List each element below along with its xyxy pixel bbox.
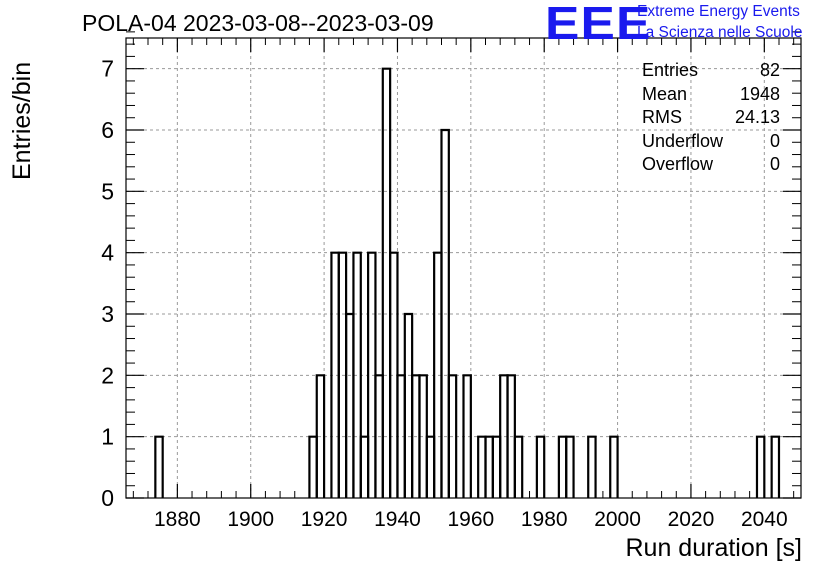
y-tick-label: 5 (101, 178, 114, 204)
y-tick-label: 4 (101, 240, 114, 266)
tick-labels-layer: 1880 1900 1920 1940 1960 1980 2000 2020 2040 0 1 2 3… (101, 56, 787, 531)
x-tick-label: 1900 (227, 508, 274, 531)
stat-mean: Mean 1948 (642, 83, 780, 107)
histogram-bin (308, 435, 318, 498)
x-tick-label: 1980 (521, 508, 568, 531)
y-axis-label: Entries/bin (8, 61, 36, 180)
x-tick-label: 1940 (374, 508, 421, 531)
histogram-bin (587, 435, 597, 498)
stat-rms-value: 24.13 (734, 107, 780, 127)
y-tick-label: 0 (101, 485, 114, 511)
stat-entries-value: 82 (759, 60, 780, 80)
histogram-bin (484, 435, 494, 498)
stat-rms-label: RMS (642, 107, 682, 127)
x-tick-label: 2000 (594, 508, 641, 531)
stat-underflow-value: 0 (769, 130, 780, 151)
histogram-bin (447, 374, 458, 498)
histogram-bin (315, 374, 326, 498)
histogram-bin (359, 435, 370, 498)
eee-logo: EEE (545, 0, 652, 49)
histogram-bin (513, 435, 524, 498)
y-tick-label: 3 (101, 301, 114, 327)
chart-title: POLA-04 2023-03-08--2023-03-09 (82, 10, 434, 36)
stat-underflow-label: Underflow (642, 130, 724, 151)
y-tick-label: 6 (101, 117, 114, 143)
histogram-bin (462, 374, 472, 498)
stat-entries: Entries 82 (642, 59, 780, 83)
ticks-layer (126, 31, 801, 499)
histogram-bin (425, 435, 436, 498)
stat-underflow: Underflow 0 (642, 130, 780, 154)
histogram-bin (381, 67, 392, 498)
histogram-bin (440, 128, 450, 498)
stat-mean-value: 1948 (739, 83, 780, 104)
histogram-layer (154, 67, 781, 498)
stat-entries-label: Entries (642, 60, 699, 80)
histogram-bin (535, 435, 546, 498)
stat-overflow-value: 0 (769, 154, 780, 174)
x-tick-label: 1960 (447, 508, 494, 531)
logo-caption-line2: La Scienza nelle Scuole (637, 24, 803, 41)
plot-frame (125, 37, 802, 499)
histogram-bin (477, 435, 487, 498)
stat-overflow-label: Overflow (642, 154, 714, 174)
histogram-bin (557, 435, 568, 498)
histogram-bin (491, 435, 502, 498)
histogram-bin (154, 435, 164, 498)
stat-rms: RMS 24.13 (642, 106, 780, 130)
y-tick-label: 7 (101, 56, 114, 82)
histogram-bin (352, 251, 362, 498)
x-tick-label: 2020 (668, 508, 715, 531)
histogram-bin (565, 435, 575, 498)
x-tick-label: 2040 (741, 508, 788, 531)
histogram-bin (345, 312, 355, 498)
x-tick-label: 1880 (154, 508, 201, 531)
histogram-bin (770, 435, 781, 498)
axes-layer (125, 37, 802, 499)
y-tick-label: 1 (101, 424, 114, 450)
x-axis-label: Run duration [s] (625, 534, 803, 562)
y-tick-label: 2 (101, 362, 114, 388)
histogram-bin (403, 312, 414, 498)
histogram-bin (755, 435, 766, 498)
logo-caption-line1: Extreme Energy Events (637, 3, 800, 20)
stats-box: Entries 82 Mean 1948 RMS 24.13 Underflow… (642, 59, 780, 177)
x-tick-label: 1920 (301, 508, 348, 531)
stat-overflow: Overflow 0 (642, 153, 780, 177)
stat-mean-label: Mean (642, 83, 688, 104)
histogram-bin (609, 435, 619, 498)
